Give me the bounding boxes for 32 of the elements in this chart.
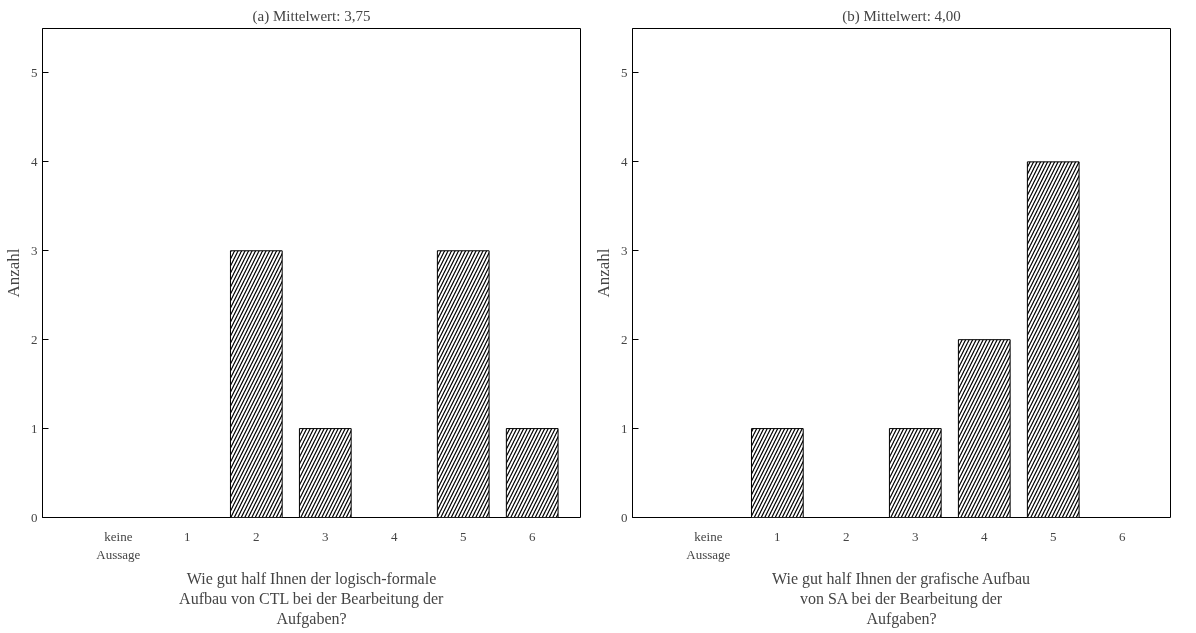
x-tick-label: 3 (322, 528, 329, 544)
x-tick-label: 4 (981, 528, 989, 544)
chart-title: (b) Mittelwert: 4,00 (842, 7, 961, 25)
x-tick-label: 2 (253, 528, 260, 544)
y-tick-label: 1 (621, 420, 628, 436)
y-tick-label: 0 (31, 509, 38, 525)
y-tick-label: 5 (31, 64, 38, 80)
y-tick-label: 4 (621, 153, 628, 169)
y-tick-label: 2 (621, 331, 628, 347)
x-tick-label: 6 (528, 528, 536, 544)
x-tick-label: 5 (1049, 528, 1057, 544)
y-tick-label: 5 (621, 64, 628, 80)
x-axis-title: Wie gut half Ihnen der grafische Aufbau von SA bei der Bearbeitung der Aufgaben? (772, 569, 1031, 629)
x-axis-title: Wie gut half Ihnen der logisch-formale Aufbau von CTL bei der Bearbeitung der Aufgaben? (179, 569, 444, 629)
x-tick-label: keine Aussage (96, 528, 141, 562)
x-tick-label: 6 (1118, 528, 1126, 544)
x-tick-label: 4 (391, 528, 399, 544)
y-axis-title: Anzahl (4, 248, 23, 298)
y-tick-label: 2 (31, 331, 38, 347)
x-tick-label: 1 (774, 528, 781, 544)
x-tick-label: 1 (184, 528, 191, 544)
y-axis-title: Anzahl (594, 248, 613, 298)
chart-title: (a) Mittelwert: 3,75 (252, 7, 371, 25)
x-tick-label: keine Aussage (686, 528, 731, 562)
y-tick-label: 1 (31, 420, 38, 436)
y-tick-label: 0 (621, 509, 628, 525)
y-tick-label: 3 (31, 242, 38, 258)
y-tick-label: 4 (31, 153, 38, 169)
x-tick-label: 2 (843, 528, 850, 544)
x-tick-label: 3 (912, 528, 919, 544)
x-tick-label: 5 (459, 528, 467, 544)
y-tick-label: 3 (621, 242, 628, 258)
